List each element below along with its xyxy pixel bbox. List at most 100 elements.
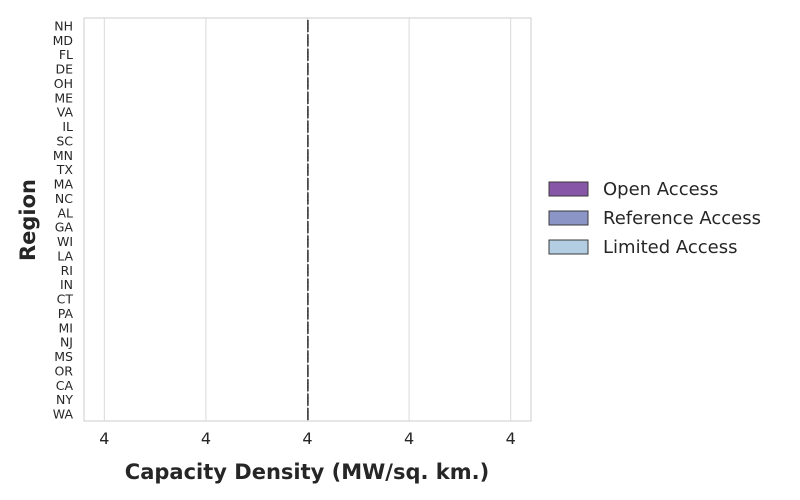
bar	[307, 124, 309, 129]
bar	[307, 397, 309, 402]
bar	[307, 153, 309, 158]
bar	[307, 267, 309, 273]
y-tick-label: NJ	[60, 335, 73, 350]
y-tick-label: TX	[56, 162, 74, 177]
bar	[307, 386, 309, 392]
bar	[307, 235, 309, 241]
x-tick-label: 4	[404, 429, 414, 448]
bar	[307, 257, 309, 263]
y-tick-label: WI	[57, 234, 73, 249]
y-tick-label: OR	[54, 363, 73, 378]
y-tick-label: NH	[54, 19, 73, 34]
bar	[307, 206, 309, 212]
bar	[307, 224, 309, 230]
legend: Open Access Reference Access Limited Acces…	[548, 179, 761, 258]
bar	[307, 401, 309, 406]
bar	[307, 271, 309, 277]
bar	[307, 81, 309, 86]
bar	[307, 52, 309, 58]
bar	[307, 62, 309, 68]
bar	[307, 249, 309, 255]
y-tick-label: ME	[54, 90, 73, 105]
y-tick-label: OH	[54, 76, 73, 91]
y-tick-label: VA	[57, 105, 74, 120]
y-tick-label: CT	[57, 292, 74, 307]
bar	[307, 109, 309, 115]
bar	[307, 411, 309, 417]
x-tick-label: 4	[506, 429, 516, 448]
bar	[307, 325, 309, 331]
bar	[307, 38, 309, 43]
bar	[307, 282, 309, 287]
bar	[307, 300, 309, 306]
bar	[307, 358, 309, 363]
bar	[307, 128, 309, 133]
y-tick-label: SC	[56, 133, 73, 148]
bar	[307, 321, 309, 327]
bar	[307, 221, 309, 226]
bar	[307, 185, 309, 191]
x-axis-label: Capacity Density (MW/sq. km.)	[125, 460, 489, 484]
bar	[307, 196, 309, 201]
bar	[307, 41, 309, 47]
bar	[307, 138, 309, 144]
y-tick-label: GA	[55, 220, 74, 235]
y-tick-label: MD	[53, 33, 73, 48]
bar	[307, 34, 309, 39]
bar	[307, 120, 309, 126]
bar	[307, 192, 309, 197]
bar	[307, 286, 309, 291]
bar	[307, 335, 309, 341]
bar	[307, 372, 309, 378]
bar	[307, 156, 309, 162]
bar	[307, 99, 309, 104]
legend-swatch	[548, 239, 589, 255]
bar	[307, 181, 309, 187]
bar	[307, 243, 309, 248]
bar	[307, 27, 309, 33]
y-tick-label: DE	[55, 62, 73, 77]
y-tick-label: AL	[57, 205, 73, 220]
y-tick-label: MI	[59, 320, 73, 335]
bar	[307, 199, 309, 205]
bar	[307, 142, 309, 148]
bar	[307, 134, 309, 140]
bar	[307, 167, 309, 173]
bar	[307, 214, 309, 219]
y-tick-label: FL	[59, 47, 73, 62]
y-tick-label: IL	[62, 119, 73, 134]
legend-label: Open Access	[603, 179, 718, 200]
bar	[307, 113, 309, 119]
y-axis-label: Region	[16, 179, 40, 261]
bar	[307, 177, 309, 183]
bars	[307, 19, 309, 421]
bar	[307, 228, 309, 234]
legend-label: Limited Access	[603, 237, 737, 258]
bar	[307, 106, 309, 111]
bar	[307, 48, 309, 54]
bar	[307, 56, 309, 61]
bar	[307, 314, 309, 320]
bar	[307, 415, 309, 421]
bar	[307, 343, 309, 349]
y-tick-label: NC	[55, 191, 73, 206]
x-tick-label: 4	[302, 429, 312, 448]
y-tick-label: MN	[53, 148, 73, 163]
bar	[307, 368, 309, 374]
bar	[307, 171, 309, 176]
bar	[307, 307, 309, 312]
bar	[307, 407, 309, 413]
bar	[307, 339, 309, 345]
bar	[307, 364, 309, 370]
bar	[307, 292, 309, 298]
y-tick-label: MA	[54, 177, 74, 192]
bar	[307, 329, 309, 334]
y-tick-label: IN	[60, 277, 73, 292]
bar	[307, 23, 309, 29]
x-tick-labels: 4 4 4 4 4	[99, 429, 516, 448]
bar	[307, 379, 309, 384]
bar	[307, 95, 309, 101]
bar	[307, 253, 309, 259]
bar	[307, 66, 309, 72]
